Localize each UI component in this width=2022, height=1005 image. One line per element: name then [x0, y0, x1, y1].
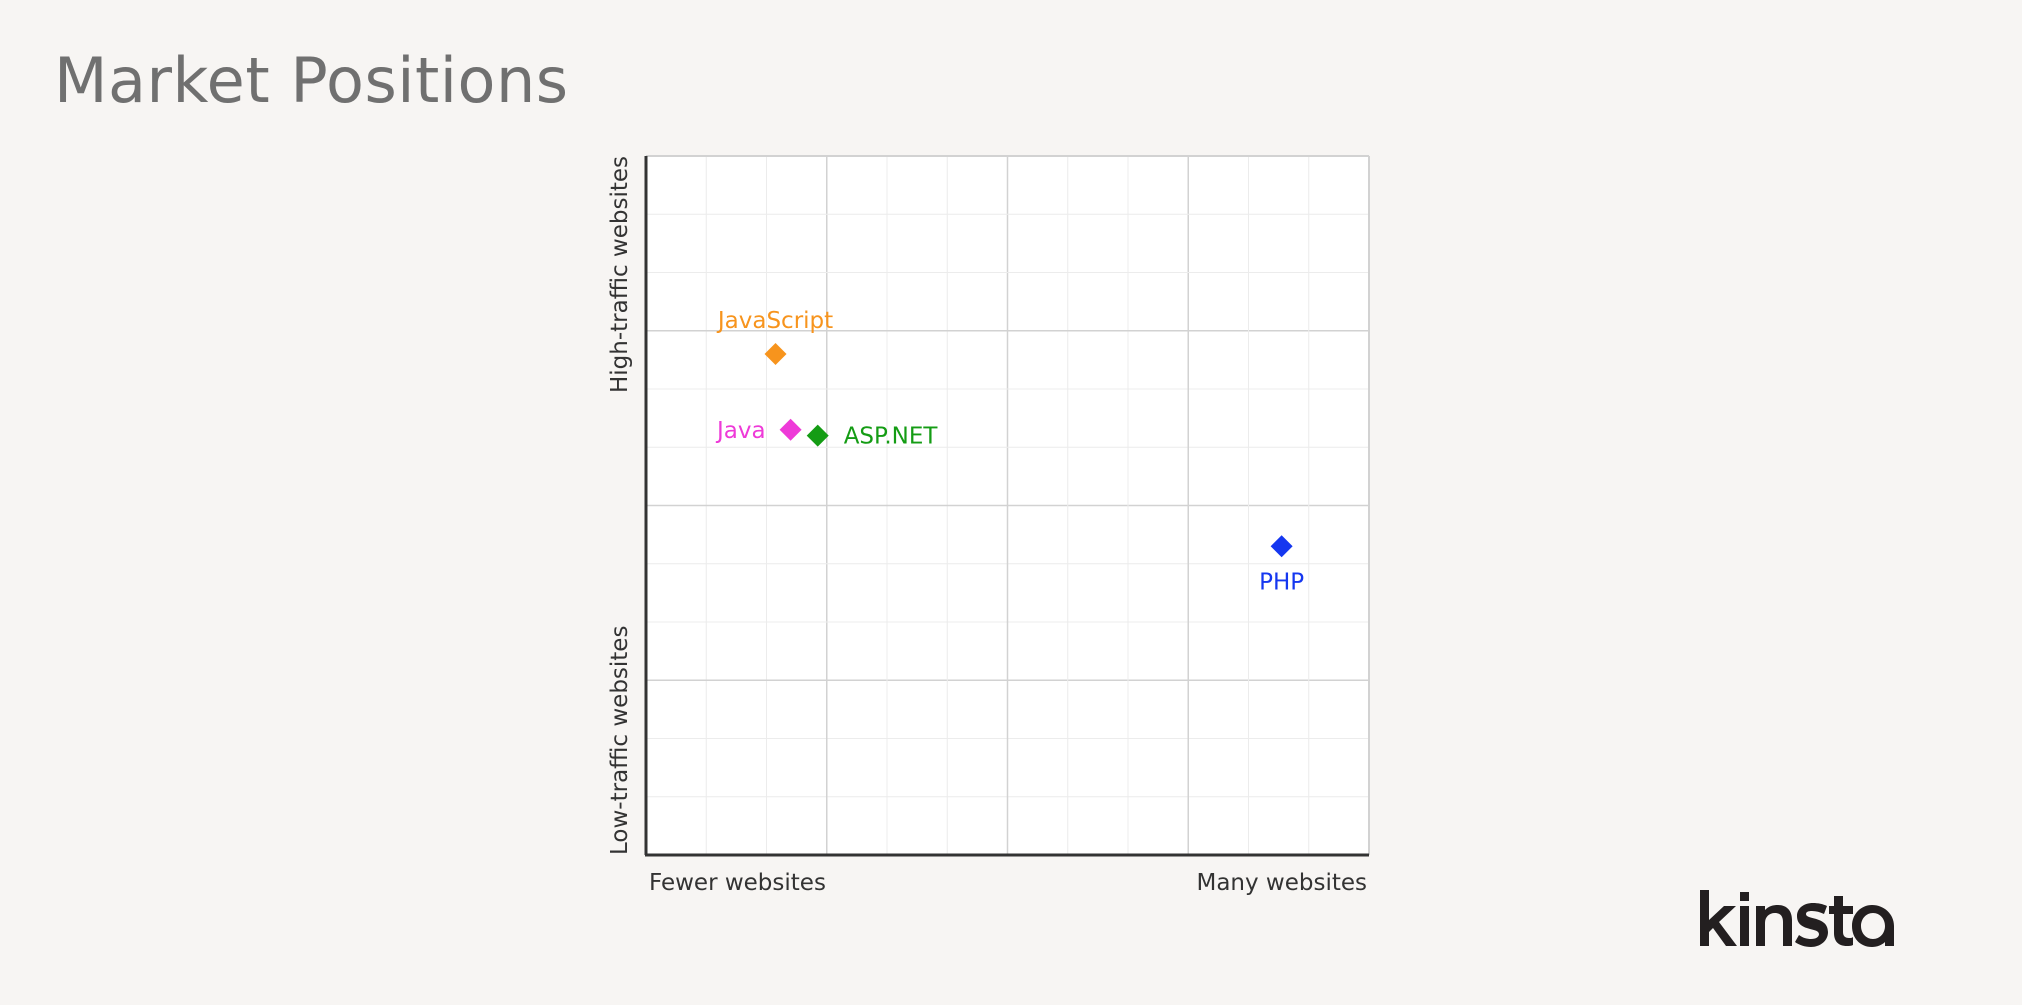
chart-grid — [646, 155, 1370, 855]
x-axis-high-label: Many websites — [1196, 870, 1367, 896]
point-marker-javascript — [764, 343, 787, 366]
point-label-asp-net: ASP.NET — [844, 424, 939, 450]
point-marker-asp-net — [806, 424, 829, 447]
point-label-php: PHP — [1259, 569, 1304, 595]
y-axis-low-label: Low-traffic websites — [607, 626, 633, 855]
point-label-java: Java — [715, 418, 766, 444]
chart-points: JavaScript Java ASP.NET PHP — [715, 308, 1304, 595]
page-title: Market Positions — [54, 44, 569, 117]
x-axis-low-label: Fewer websites — [649, 870, 826, 896]
point-label-javascript: JavaScript — [716, 308, 833, 334]
kinsta-logo: kinsta — [1700, 890, 1894, 947]
y-axis-high-label: High-traffic websites — [607, 156, 633, 393]
point-marker-php — [1270, 535, 1293, 558]
point-marker-java — [779, 418, 802, 441]
